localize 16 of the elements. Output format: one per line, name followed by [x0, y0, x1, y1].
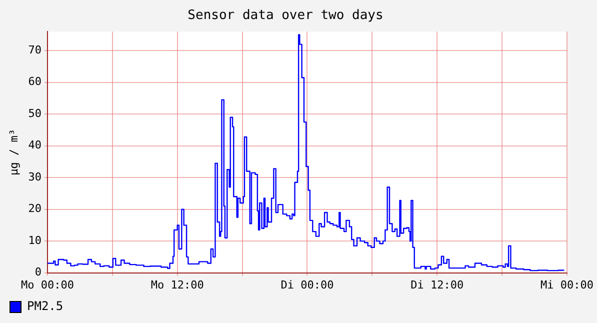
y-tick-label: 70 — [28, 44, 42, 56]
legend-label: PM2.5 — [27, 299, 64, 314]
y-tick-label: 40 — [28, 138, 42, 152]
x-tick-label: Mo 00:00 — [20, 278, 74, 292]
y-tick-label: 50 — [28, 106, 42, 120]
y-tick-label: 30 — [28, 170, 42, 184]
x-tick-label: Di 12:00 — [410, 278, 464, 292]
x-tick-label: Di 00:00 — [280, 278, 334, 292]
chart-title: Sensor data over two days — [188, 8, 384, 24]
x-tick-label: Mo 12:00 — [150, 278, 204, 292]
x-tick-label: Mi 00:00 — [540, 278, 594, 292]
y-axis-title: µg / m³ — [7, 129, 20, 176]
y-tick-label: 10 — [28, 234, 42, 247]
y-tick-label: 0 — [34, 266, 42, 279]
y-tick-label: 20 — [28, 202, 42, 216]
y-tick-label: 60 — [28, 75, 42, 88]
